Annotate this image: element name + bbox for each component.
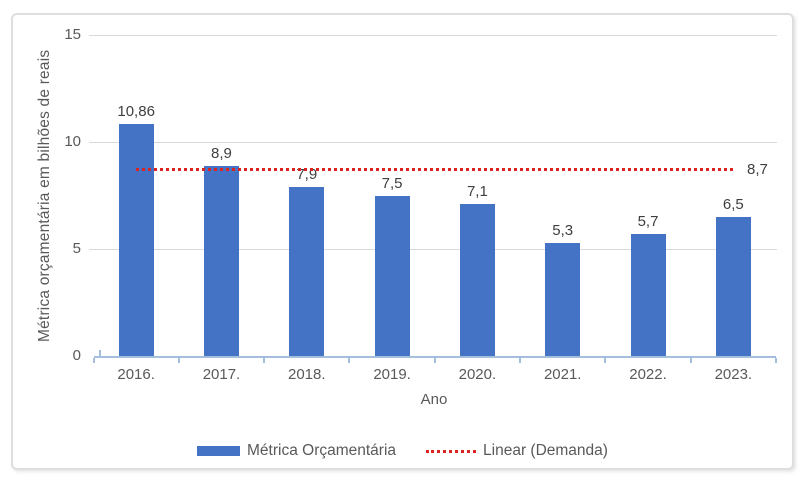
trendline-value-label: 8,7 xyxy=(747,160,768,178)
y-tick-label-0: 0 xyxy=(72,347,81,364)
x-axis-title: Ano xyxy=(420,391,448,408)
bar-2023 xyxy=(715,216,751,356)
x-tick-label-2021: 2021. xyxy=(543,366,582,383)
gridline-10 xyxy=(89,141,777,143)
plot-area: 0 5 10 15 10,86 8,9 7,9 7,5 7,1 5,3 5,7 6,5 8,7 2016.… xyxy=(13,15,792,468)
x-tick-label-2019: 2019. xyxy=(373,366,411,383)
bar-value-label: 5,3 xyxy=(552,221,574,239)
legend-item-metrica-orcamentaria: Métrica Orçamentária xyxy=(197,442,396,460)
gridline-5 xyxy=(89,248,777,250)
x-axis-line xyxy=(93,356,776,358)
bar-value-label: 8,9 xyxy=(211,144,232,162)
trendline-linear-demanda xyxy=(136,168,734,172)
dotted-line-swatch xyxy=(426,449,477,453)
x-axis-tick xyxy=(604,358,607,363)
y-tick-label-15: 15 xyxy=(64,26,81,43)
x-tick-label-2022: 2022. xyxy=(629,366,667,383)
bar-2018 xyxy=(289,186,325,356)
bar-2022 xyxy=(630,234,666,356)
bar-value-label: 7,1 xyxy=(466,183,488,201)
x-tick-label-2018: 2018. xyxy=(288,366,326,383)
x-axis-tick xyxy=(263,358,266,363)
y-axis-stub xyxy=(98,350,101,357)
x-axis-tick xyxy=(177,358,180,363)
bar-value-label: 6,5 xyxy=(722,195,744,213)
x-axis-tick xyxy=(433,358,436,363)
bar-2017 xyxy=(203,165,239,356)
x-axis-tick xyxy=(775,358,777,363)
legend-label: Métrica Orçamentária xyxy=(247,442,397,459)
gridline-15 xyxy=(89,34,777,36)
bar-2016 xyxy=(118,123,154,356)
x-tick-label-2016: 2016. xyxy=(117,366,155,383)
chart-card: Métrica orçamentária em bilhões de reais… xyxy=(11,13,794,470)
legend-label: Linear (Demanda) xyxy=(483,442,608,459)
bar-value-label: 10,86 xyxy=(117,102,155,120)
y-tick-label-5: 5 xyxy=(72,240,81,257)
y-tick-label-10: 10 xyxy=(64,133,81,150)
bar-value-label: 5,7 xyxy=(637,213,659,231)
x-tick-label-2020: 2020. xyxy=(458,366,497,383)
x-tick-label-2023: 2023. xyxy=(714,366,753,383)
bar-value-label: 7,5 xyxy=(381,174,403,192)
x-axis-tick xyxy=(519,358,522,363)
legend: Métrica Orçamentária Linear (Demanda) xyxy=(13,442,792,460)
bar-series-swatch xyxy=(197,446,241,456)
x-axis-tick xyxy=(348,358,351,363)
bar-2019 xyxy=(374,195,410,356)
x-axis-tick xyxy=(689,358,692,363)
x-axis-tick xyxy=(92,358,95,363)
bar-2021 xyxy=(545,242,581,356)
x-tick-label-2017: 2017. xyxy=(202,366,241,383)
legend-item-linear-demanda: Linear (Demanda) xyxy=(426,442,608,460)
bar-2020 xyxy=(459,204,495,356)
